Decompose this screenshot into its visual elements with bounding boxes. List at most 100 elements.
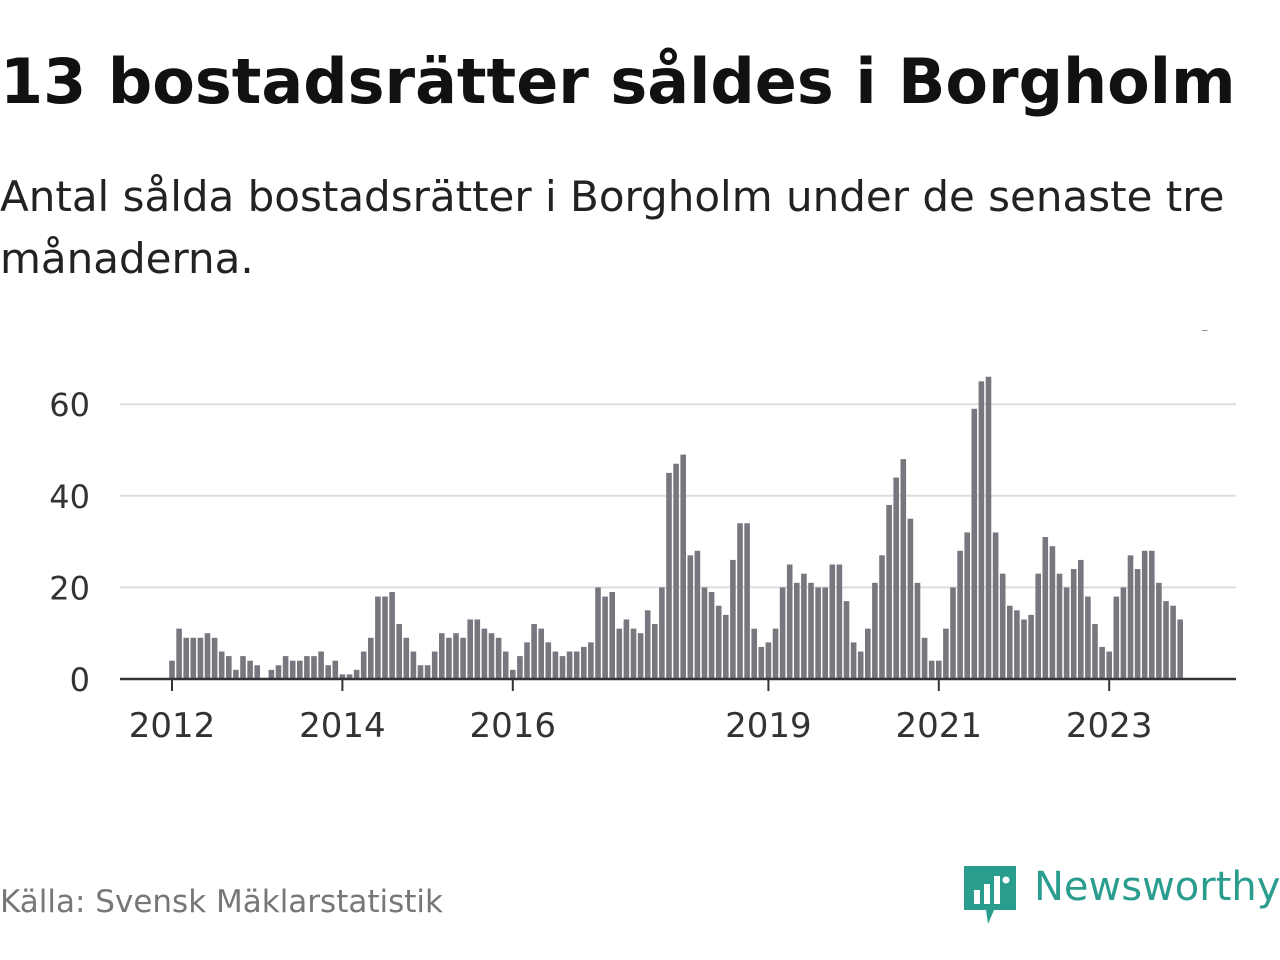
bar — [211, 637, 218, 679]
bar — [176, 628, 182, 679]
y-tick-label: 40 — [49, 478, 90, 516]
x-tick-label: 2014 — [299, 706, 386, 746]
bar — [907, 518, 914, 679]
x-tick-label: 2021 — [896, 706, 983, 746]
bar — [169, 660, 175, 679]
bar — [502, 651, 509, 679]
bar — [921, 637, 928, 679]
bar — [1035, 573, 1041, 679]
bar — [1113, 596, 1120, 679]
bar — [666, 472, 672, 679]
bar — [190, 637, 197, 679]
bar — [233, 669, 239, 679]
bar — [730, 559, 736, 679]
bar — [275, 665, 282, 679]
x-tick-label: 2012 — [129, 706, 216, 746]
bar — [218, 651, 225, 679]
bar — [254, 665, 260, 679]
bar — [943, 628, 949, 679]
bar — [836, 564, 843, 679]
bar — [1063, 587, 1070, 679]
bar — [644, 610, 651, 679]
bar — [325, 665, 331, 679]
bar — [417, 665, 424, 679]
bar — [616, 628, 623, 679]
bar — [822, 587, 828, 679]
bar — [268, 669, 275, 679]
bar — [573, 651, 580, 679]
bar — [453, 633, 459, 679]
bar — [1106, 651, 1112, 679]
bar — [843, 601, 850, 679]
source-note: Källa: Svensk Mäklarstatistik — [0, 884, 443, 920]
bar — [396, 624, 402, 679]
bar — [410, 651, 417, 679]
bar — [1134, 569, 1141, 679]
bar — [708, 591, 715, 679]
bar — [1127, 555, 1134, 679]
bar — [474, 619, 481, 679]
bar — [659, 587, 665, 679]
bar — [481, 628, 488, 679]
bar — [602, 596, 608, 679]
bar — [701, 587, 708, 679]
bar — [488, 633, 495, 679]
bar — [801, 573, 807, 679]
bar — [794, 582, 800, 679]
bar — [439, 633, 445, 679]
bar-chart: 0 20 40 60 2012 2014 2016 2019 2021 2023 13 — [49, 330, 1236, 746]
bar — [914, 582, 921, 679]
bar — [687, 555, 694, 679]
bar — [282, 656, 289, 679]
chart-subtitle: Antal sålda bostadsrätter i Borgholm und… — [0, 172, 1225, 283]
bar — [588, 642, 594, 679]
bar — [375, 596, 381, 679]
y-tick-label: 60 — [49, 386, 90, 424]
bar — [637, 633, 644, 679]
bar — [623, 619, 630, 679]
bar — [1141, 550, 1148, 679]
bar — [1177, 619, 1183, 679]
bar — [304, 656, 310, 679]
bar — [971, 408, 978, 679]
x-tick-label: 2016 — [470, 706, 557, 746]
bar — [183, 637, 189, 679]
bar — [1156, 582, 1162, 679]
bar — [368, 637, 374, 679]
bar — [1120, 587, 1127, 679]
bar — [531, 624, 537, 679]
bar — [1170, 605, 1176, 679]
bar — [872, 582, 878, 679]
bar — [467, 619, 473, 679]
bar — [1021, 619, 1027, 679]
bar — [1056, 573, 1063, 679]
bar — [431, 651, 438, 679]
bar — [737, 523, 743, 679]
bar — [609, 591, 615, 679]
bar — [950, 587, 956, 679]
bar — [1078, 559, 1084, 679]
bar — [1092, 624, 1098, 679]
bar — [517, 656, 523, 679]
bar — [786, 564, 793, 679]
bar — [1163, 601, 1169, 679]
bar — [928, 660, 935, 679]
bar — [226, 656, 232, 679]
y-tick-label: 20 — [49, 569, 90, 607]
bar — [992, 532, 999, 679]
bar — [1099, 646, 1105, 679]
bar — [829, 564, 836, 679]
bar — [900, 459, 907, 679]
bar — [850, 642, 857, 679]
bar — [382, 596, 388, 679]
bar — [240, 656, 246, 679]
bar — [424, 665, 431, 679]
bar — [360, 651, 367, 679]
bar — [389, 591, 395, 679]
bar — [524, 642, 530, 679]
bar — [510, 669, 516, 679]
bar — [1049, 546, 1056, 679]
newsworthy-logo-icon — [964, 866, 1016, 924]
bar — [680, 454, 686, 679]
bar — [247, 660, 253, 679]
